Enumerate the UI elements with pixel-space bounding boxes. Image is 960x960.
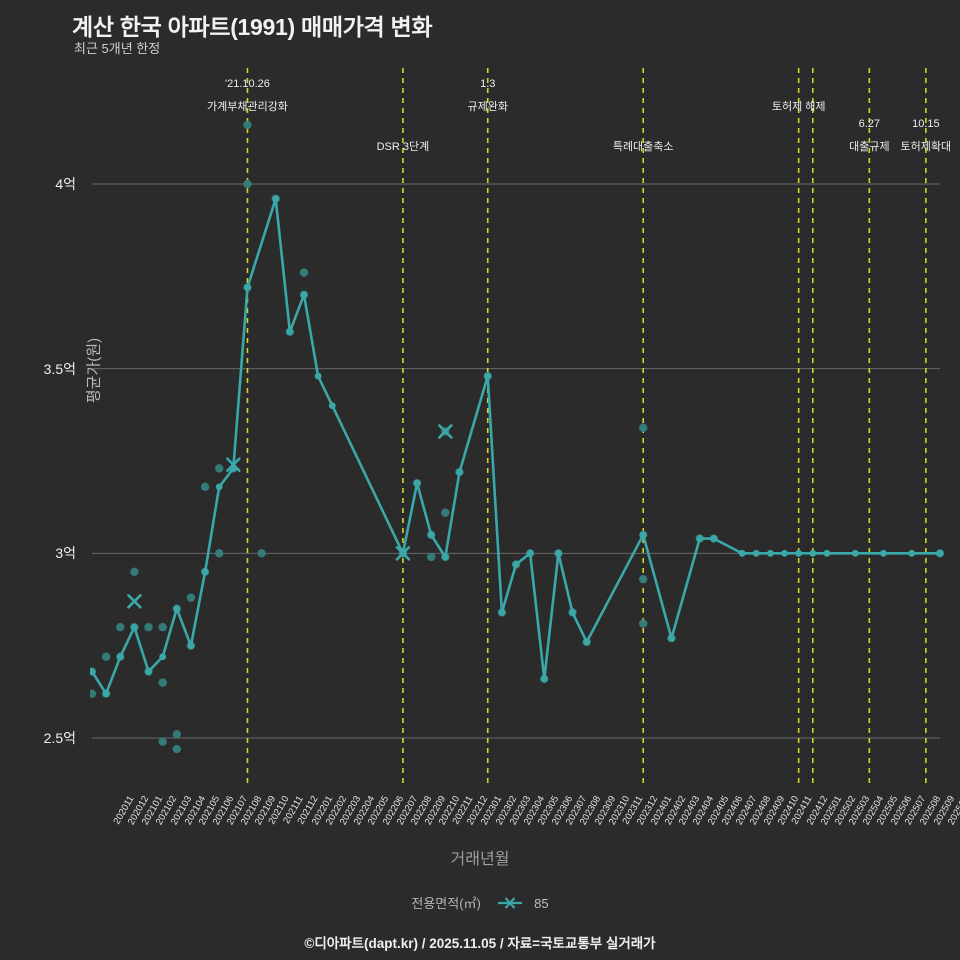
- event-annotation-date: 10.15: [912, 118, 940, 130]
- scatter-point: [158, 737, 167, 746]
- series-point: [116, 653, 124, 661]
- page-title: 계산 한국 아파트(1991) 매매가격 변화: [72, 14, 433, 40]
- scatter-point: [186, 593, 196, 602]
- series-point: [173, 605, 181, 613]
- page-subtitle: 최근 5개년 한정: [74, 41, 161, 56]
- x-marker-icon: [395, 546, 411, 561]
- scatter-point: [101, 652, 111, 661]
- footer-credit: ©디아파트(dapt.kr) / 2025.11.05 / 자료=국토교통부 실…: [304, 936, 656, 951]
- series-point: [569, 609, 576, 616]
- scatter-point: [639, 619, 648, 628]
- x-marker-icon: [497, 896, 523, 913]
- event-annotation-date: '21.10.26: [224, 78, 270, 90]
- series-point: [484, 372, 492, 380]
- scatter-point: [639, 574, 648, 584]
- series-point: [526, 549, 534, 557]
- series-point: [781, 549, 788, 557]
- series-point: [767, 549, 774, 557]
- series-point: [738, 549, 746, 557]
- series-point: [809, 549, 817, 557]
- scatter-point: [158, 623, 167, 632]
- series-point: [300, 291, 308, 299]
- scatter-point: [200, 482, 210, 492]
- chart-canvas: [90, 68, 945, 786]
- series-point: [131, 623, 138, 631]
- legend-value: 85: [534, 896, 549, 911]
- series-point: [668, 634, 675, 642]
- series-point: [851, 549, 859, 557]
- scatter-point: [158, 678, 167, 687]
- scatter-point: [130, 567, 139, 576]
- series-point: [187, 642, 195, 650]
- scatter-point: [144, 623, 153, 632]
- scatter-point: [116, 623, 125, 632]
- scatter-point: [172, 730, 181, 739]
- chart-legend: 전용면적(㎡) 85: [0, 893, 960, 913]
- series-point: [880, 549, 887, 557]
- series-point: [244, 284, 251, 291]
- event-annotation-date: 1.3: [480, 78, 496, 90]
- series-point: [441, 553, 449, 561]
- event-annotation-date: 6.27: [858, 118, 881, 130]
- scatter-point: [257, 549, 266, 558]
- y-axis-title: 평균가(원): [85, 337, 103, 404]
- x-marker-icon: [127, 594, 142, 609]
- x-axis-title: 거래년월: [450, 851, 510, 868]
- scatter-point: [441, 508, 450, 517]
- series-point: [752, 549, 760, 557]
- series-point: [639, 531, 647, 539]
- scatter-point: [215, 464, 224, 473]
- event-annotation-label: DSR 3단계: [376, 141, 430, 153]
- series-point: [540, 675, 548, 683]
- y-axis-tick-label: 3.5억: [43, 360, 76, 377]
- scatter-point: [639, 423, 648, 432]
- series-point: [456, 468, 463, 476]
- x-marker-icon: [438, 424, 453, 439]
- scatter-point: [427, 552, 436, 562]
- scatter-point: [215, 549, 224, 558]
- series-point: [159, 653, 167, 661]
- legend-label: 전용면적(㎡): [411, 896, 481, 911]
- series-point: [215, 483, 223, 491]
- event-annotation-label: 가계부채관리강화: [206, 101, 288, 113]
- event-annotation-label: 특례대출축소: [612, 141, 674, 153]
- scatter-point: [243, 120, 252, 130]
- y-axis-tick-label: 4억: [55, 176, 76, 192]
- event-annotation-label: 토허제 해제: [771, 101, 826, 113]
- series-point: [512, 561, 520, 568]
- series-point: [145, 668, 152, 675]
- series-point: [314, 372, 322, 380]
- series-point: [201, 568, 209, 576]
- series-point: [90, 668, 96, 675]
- series-point: [823, 549, 831, 557]
- series-point: [795, 549, 803, 557]
- series-point: [908, 549, 916, 557]
- series-point: [555, 549, 562, 557]
- y-axis-tick-label: 3억: [55, 545, 76, 562]
- y-axis-tick-label: 2.5억: [43, 730, 76, 746]
- series-point: [272, 195, 280, 203]
- series-point: [936, 549, 944, 557]
- series-point: [102, 690, 110, 698]
- series-point: [498, 609, 506, 616]
- event-annotation-label: 규제완화: [467, 101, 508, 113]
- x-marker-icon: [226, 457, 241, 472]
- scatter-point: [299, 268, 309, 277]
- series-point: [427, 531, 435, 539]
- event-annotation-label: 토허제확대: [900, 141, 952, 153]
- series-point: [583, 638, 591, 646]
- chart-plot-area: 평균가(원) 2.5억 3억 3.5억 4억: [44, 60, 950, 786]
- series-point: [286, 328, 294, 336]
- series-point: [413, 479, 421, 487]
- series-point: [696, 535, 704, 542]
- scatter-point: [90, 689, 97, 698]
- event-annotation-label: 대출규제: [849, 141, 890, 153]
- series-point: [710, 535, 718, 542]
- scatter-point: [243, 179, 252, 189]
- scatter-point: [172, 744, 181, 754]
- series-point: [328, 402, 336, 409]
